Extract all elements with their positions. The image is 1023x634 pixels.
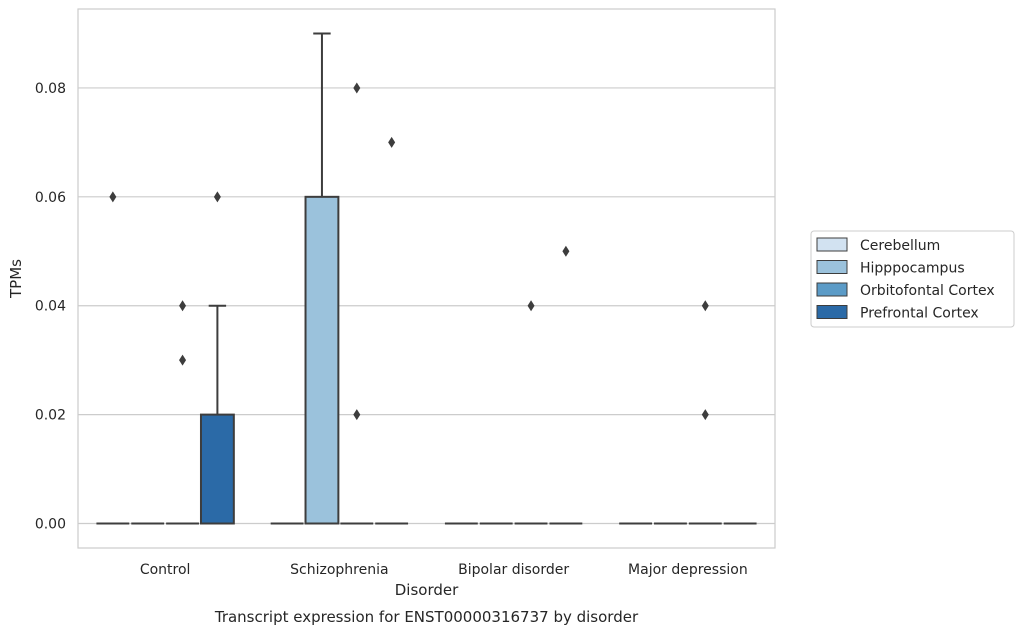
- y-tick-label: 0.06: [35, 190, 66, 206]
- chart-caption: Transcript expression for ENST0000031673…: [214, 608, 639, 626]
- outlier-point: [179, 354, 187, 366]
- box-marks: [96, 32, 757, 525]
- outlier-point: [527, 300, 535, 312]
- x-tick-label: Schizophrenia: [290, 562, 388, 578]
- outlier-point: [353, 82, 361, 94]
- legend: Cerebellum Hipppocampus Orbitofontal Corte…: [810, 230, 1015, 328]
- y-tick-label: 0.08: [35, 81, 66, 97]
- y-tick-label: 0.02: [35, 408, 66, 424]
- x-tick-label: Major depression: [628, 562, 748, 578]
- legend-entry: Prefrontal Cortex: [860, 306, 979, 322]
- legend-entry: Cerebellum: [860, 238, 940, 254]
- y-tick-label: 0.00: [35, 517, 66, 533]
- x-tick-label: Control: [140, 562, 191, 578]
- legend-swatch: [816, 237, 848, 252]
- outlier-point: [353, 409, 361, 421]
- legend-swatch: [816, 305, 848, 319]
- outlier-point: [109, 191, 117, 203]
- x-tick-labels: Control Schizophrenia Bipolar disorder Majo…: [140, 562, 748, 578]
- box: [199, 413, 235, 525]
- outlier-point: [179, 300, 187, 312]
- y-tick-label: 0.04: [35, 299, 66, 315]
- outlier-point: [701, 409, 709, 421]
- legend-entry: Hipppocampus: [860, 261, 965, 277]
- legend-frame: [810, 230, 1015, 328]
- legend-entry: Orbitofontal Cortex: [860, 283, 995, 299]
- x-tick-label: Bipolar disorder: [458, 562, 569, 578]
- outlier-point: [388, 136, 396, 148]
- y-tick-labels: 0.00 0.02 0.04 0.06 0.08: [35, 81, 66, 533]
- legend-swatch: [816, 282, 848, 297]
- box: [304, 195, 340, 525]
- x-axis-label: Disorder: [395, 581, 459, 599]
- outlier-point: [213, 191, 221, 203]
- plot-frame: [77, 8, 776, 549]
- legend-swatch: [816, 260, 848, 274]
- outlier-point: [701, 300, 709, 312]
- outlier-point: [562, 245, 570, 257]
- y-axis-label: TPMs: [7, 259, 25, 299]
